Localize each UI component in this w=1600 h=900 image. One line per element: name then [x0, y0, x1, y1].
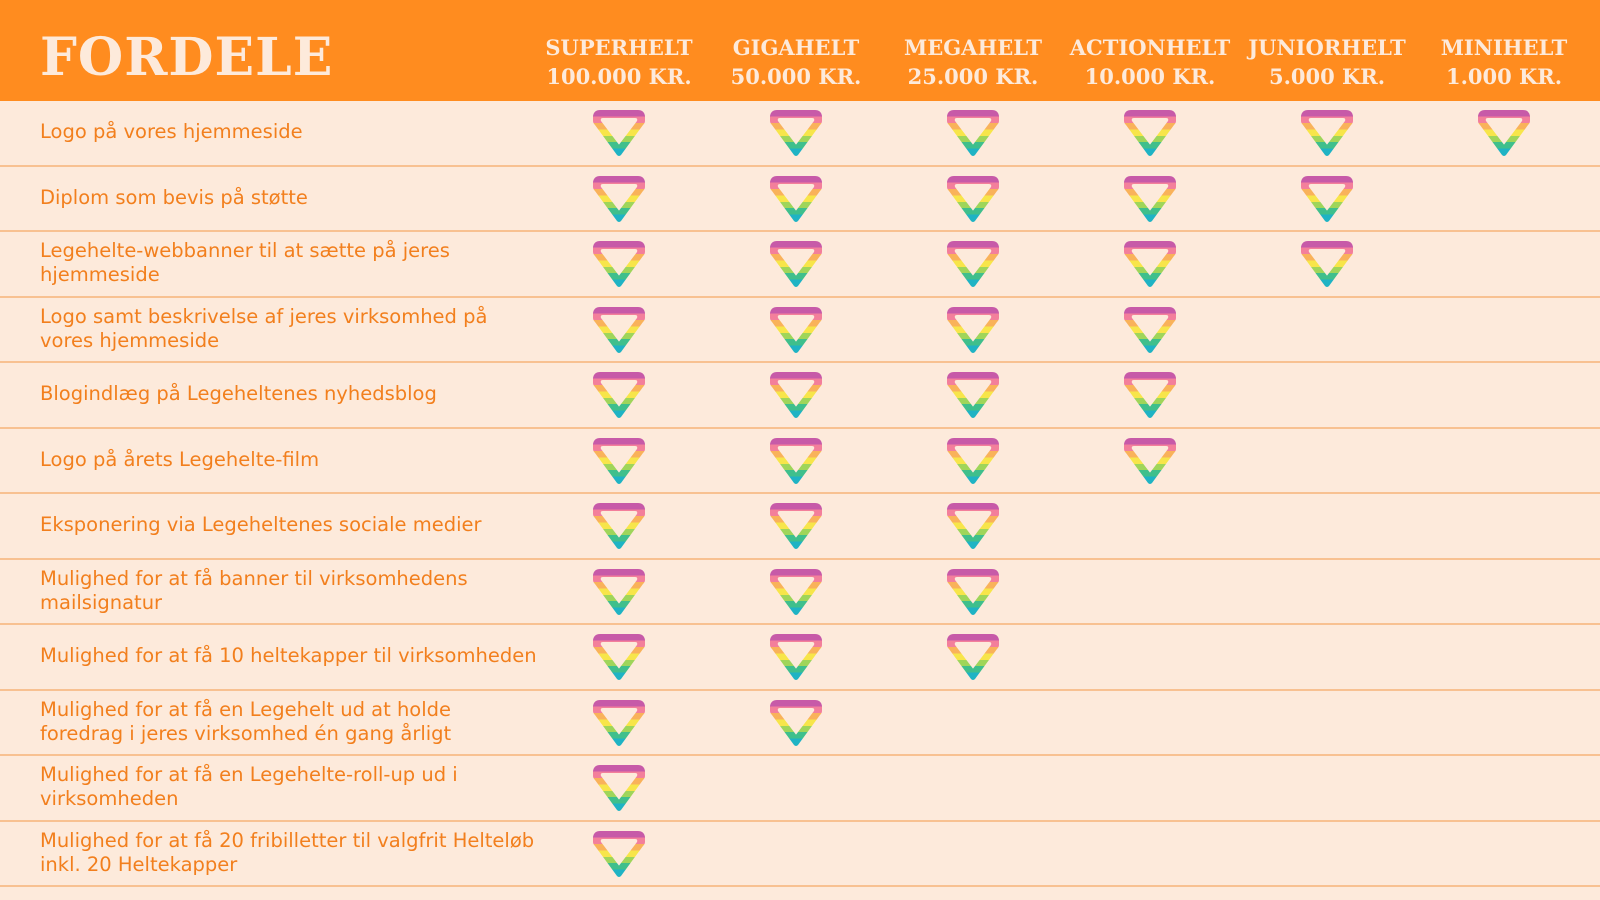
- benefit-label: Logo på årets Legehelte-film: [40, 448, 320, 471]
- rainbow-diamond-icon: [592, 633, 646, 681]
- rainbow-diamond-icon: [592, 699, 646, 747]
- rainbow-diamond-icon: [592, 306, 646, 354]
- rainbow-diamond-icon: [592, 437, 646, 485]
- tier-name: JUNIORHELT: [1248, 35, 1406, 60]
- tier-price: 100.000 KR.: [546, 64, 692, 89]
- rainbow-diamond-icon: [592, 109, 646, 157]
- rainbow-diamond-icon: [769, 633, 823, 681]
- benefit-label: Diplom som bevis på støtte: [40, 186, 308, 209]
- rainbow-diamond-icon: [946, 437, 1000, 485]
- table-row: Mulighed for at få 20 fribilletter til v…: [0, 822, 1600, 887]
- rainbow-diamond-icon: [769, 699, 823, 747]
- table-row: Eksponering via Legeheltenes sociale med…: [0, 494, 1600, 560]
- rainbow-diamond-icon: [1123, 175, 1177, 223]
- rainbow-diamond-icon: [946, 306, 1000, 354]
- rainbow-diamond-icon: [946, 371, 1000, 419]
- tier-name: SUPERHELT: [545, 35, 693, 60]
- rainbow-diamond-icon: [769, 240, 823, 288]
- rainbow-diamond-icon: [1477, 109, 1531, 157]
- tier-header-superhelt: SUPERHELT 100.000 KR.: [531, 33, 707, 91]
- benefit-label: Logo samt beskrivelse af jeres virksomhe…: [40, 305, 488, 352]
- rainbow-diamond-icon: [1123, 371, 1177, 419]
- rainbow-diamond-icon: [592, 764, 646, 812]
- rainbow-diamond-icon: [946, 568, 1000, 616]
- page-title: FORDELE: [40, 27, 334, 88]
- table-row: Logo på årets Legehelte-film: [0, 429, 1600, 494]
- tier-name: MINIHELT: [1440, 35, 1568, 60]
- rainbow-diamond-icon: [769, 371, 823, 419]
- tier-price: 5.000 KR.: [1268, 64, 1386, 89]
- table-row: Mulighed for at få en Legehelt ud at hol…: [0, 691, 1600, 756]
- rainbow-diamond-icon: [1300, 240, 1354, 288]
- benefit-label: Legehelte-webbanner til at sætte på jere…: [40, 239, 450, 286]
- rainbow-diamond-icon: [592, 502, 646, 550]
- tier-name: ACTIONHELT: [1069, 35, 1231, 60]
- rainbow-diamond-icon: [1123, 240, 1177, 288]
- benefit-label: Blogindlæg på Legeheltenes nyhedsblog: [40, 382, 437, 405]
- benefit-label: Eksponering via Legeheltenes sociale med…: [40, 513, 482, 536]
- tier-header-minihelt: MINIHELT 1.000 KR.: [1416, 33, 1592, 91]
- tier-price: 50.000 KR.: [730, 64, 862, 89]
- benefit-label: Mulighed for at få en Legehelte-roll-up …: [40, 763, 458, 810]
- rainbow-diamond-icon: [769, 175, 823, 223]
- rainbow-diamond-icon: [946, 109, 1000, 157]
- benefit-label: Mulighed for at få 20 fribilletter til v…: [40, 829, 535, 876]
- rainbow-diamond-icon: [592, 175, 646, 223]
- tier-name: GIGAHELT: [732, 35, 860, 60]
- rainbow-diamond-icon: [946, 175, 1000, 223]
- tier-name: MEGAHELT: [903, 35, 1042, 60]
- table-row: Mulighed for at få en Legehelte-roll-up …: [0, 756, 1600, 822]
- table-row: Blogindlæg på Legeheltenes nyhedsblog: [0, 363, 1600, 429]
- tier-header-juniorhelt: JUNIORHELT 5.000 KR.: [1239, 33, 1415, 91]
- rainbow-diamond-icon: [1300, 109, 1354, 157]
- table-row: Logo på vores hjemmeside: [0, 101, 1600, 167]
- tier-price: 10.000 KR.: [1084, 64, 1216, 89]
- table-row: Legehelte-webbanner til at sætte på jere…: [0, 232, 1600, 298]
- rainbow-diamond-icon: [592, 371, 646, 419]
- tier-header-actionhelt: ACTIONHELT 10.000 KR.: [1062, 33, 1238, 91]
- benefit-label: Mulighed for at få 10 heltekapper til vi…: [40, 644, 537, 667]
- tier-price: 25.000 KR.: [907, 64, 1039, 89]
- rainbow-diamond-icon: [1123, 109, 1177, 157]
- benefit-label: Mulighed for at få banner til virksomhed…: [40, 567, 468, 614]
- rainbow-diamond-icon: [592, 568, 646, 616]
- rainbow-diamond-icon: [946, 502, 1000, 550]
- table-header: FORDELE SUPERHELT 100.000 KR. GIGAHELT 50.0…: [0, 0, 1600, 101]
- rainbow-diamond-icon: [769, 437, 823, 485]
- rainbow-diamond-icon: [946, 240, 1000, 288]
- rainbow-diamond-icon: [1123, 306, 1177, 354]
- tier-header-gigahelt: GIGAHELT 50.000 KR.: [708, 33, 884, 91]
- rainbow-diamond-icon: [592, 240, 646, 288]
- benefit-label: Logo på vores hjemmeside: [40, 120, 303, 143]
- rainbow-diamond-icon: [769, 306, 823, 354]
- rainbow-diamond-icon: [1123, 437, 1177, 485]
- table-row: Mulighed for at få 10 heltekapper til vi…: [0, 625, 1600, 691]
- rainbow-diamond-icon: [1300, 175, 1354, 223]
- table-row: Logo samt beskrivelse af jeres virksomhe…: [0, 298, 1600, 363]
- tier-header-megahelt: MEGAHELT 25.000 KR.: [885, 33, 1061, 91]
- table-row: Diplom som bevis på støtte: [0, 167, 1600, 232]
- rainbow-diamond-icon: [769, 502, 823, 550]
- rainbow-diamond-icon: [592, 830, 646, 878]
- table-row: Mulighed for at få banner til virksomhed…: [0, 560, 1600, 625]
- rainbow-diamond-icon: [769, 568, 823, 616]
- rainbow-diamond-icon: [946, 633, 1000, 681]
- rainbow-diamond-icon: [769, 109, 823, 157]
- tier-price: 1.000 KR.: [1445, 64, 1563, 89]
- benefit-label: Mulighed for at få en Legehelt ud at hol…: [40, 698, 452, 745]
